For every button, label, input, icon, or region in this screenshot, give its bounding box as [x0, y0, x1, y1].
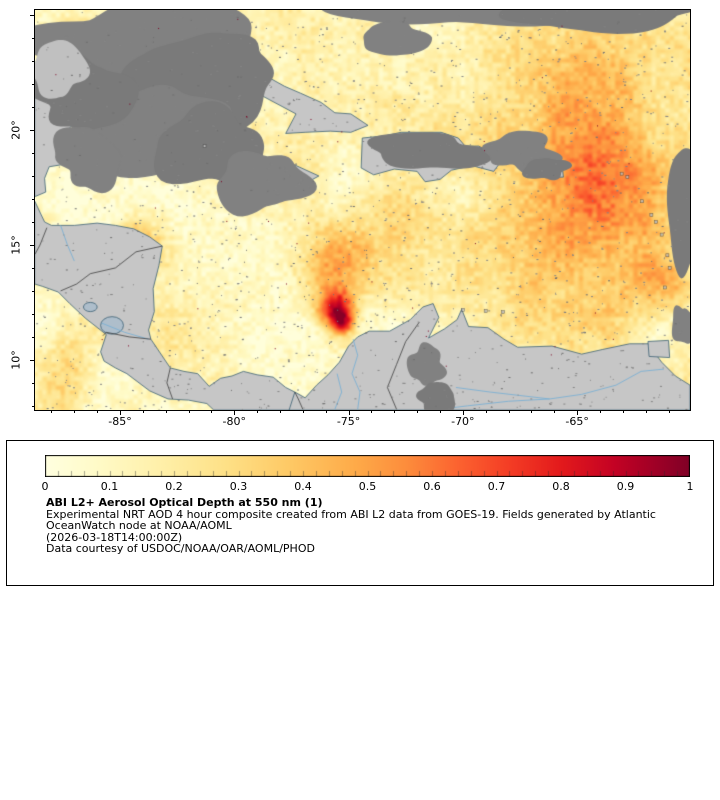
lon-tick	[97, 411, 99, 413]
x-axis-tick-label: -70°	[451, 415, 475, 428]
lon-tick	[51, 411, 53, 413]
lon-tick	[371, 411, 373, 413]
colorbar	[45, 455, 690, 477]
colorbar-tick-label: 0.3	[229, 480, 248, 493]
lon-tick	[348, 411, 350, 415]
legend-title: ABI L2+ Aerosol Optical Depth at 550 nm …	[46, 496, 323, 509]
x-axis-tick-label: -80°	[222, 415, 247, 428]
lon-tick	[394, 411, 396, 413]
y-axis-tick-label: 10°	[9, 350, 23, 370]
colorbar-tick-label: 1	[686, 480, 694, 493]
lon-tick	[74, 411, 76, 413]
colorbar-tick-label: 0.4	[294, 480, 312, 493]
colorbar-tick-label: 0.1	[100, 480, 119, 493]
lon-tick	[462, 411, 464, 415]
x-axis-tick-label: -65°	[565, 415, 589, 428]
lon-tick	[668, 411, 670, 413]
colorbar-tick-label: 0.6	[423, 480, 441, 493]
colorbar-tick-label: 0.7	[487, 480, 506, 493]
lon-tick	[439, 411, 441, 413]
legend-line-node: OceanWatch node at NOAA/AOML	[46, 519, 232, 532]
lon-tick	[485, 411, 487, 413]
lon-tick	[302, 411, 304, 413]
legend-panel: 0 0.1 0.2 0.3 0.4 0.5 0.6 0.7 0.8 0.9 1 ABI L2+ Ae…	[6, 440, 714, 586]
x-axis-tick-label: -85°	[108, 415, 132, 428]
lon-tick	[645, 411, 647, 413]
lon-tick	[211, 411, 213, 413]
lon-tick	[577, 411, 579, 415]
lon-tick	[554, 411, 556, 413]
lon-tick	[599, 411, 601, 413]
colorbar-tick-label: 0.2	[165, 480, 183, 493]
lon-tick	[257, 411, 259, 413]
legend-line-composite: Experimental NRT AOD 4 hour composite cr…	[46, 507, 656, 521]
y-axis-tick-label: 15°	[9, 235, 23, 255]
lon-tick	[508, 411, 510, 413]
lon-tick	[142, 411, 144, 413]
colorbar-tick-label: 0.9	[616, 480, 635, 493]
aod-map-canvas	[34, 9, 691, 411]
lon-tick	[120, 411, 122, 415]
lon-tick	[417, 411, 419, 413]
legend-text-block: ABI L2+ Aerosol Optical Depth at 550 nm …	[46, 497, 656, 555]
x-axis-tick-label: -75°	[336, 415, 361, 428]
colorbar-tick-label: 0.5	[358, 480, 377, 493]
legend-line-timestamp: (2026-03-18T14:00:00Z)	[46, 530, 183, 544]
lon-tick	[622, 411, 624, 413]
lon-tick	[188, 411, 190, 413]
lon-tick	[234, 411, 236, 415]
lon-tick	[279, 411, 281, 413]
legend-line-courtesy: Data courtesy of USDOC/NOAA/OAR/AOML/PHO…	[46, 542, 315, 555]
y-axis-tick-label: 20°	[9, 120, 23, 140]
lon-tick	[325, 411, 327, 413]
lon-tick	[531, 411, 533, 413]
lon-tick	[165, 411, 167, 413]
colorbar-tick-label: 0	[41, 480, 49, 493]
colorbar-tick-label: 0.8	[552, 480, 570, 493]
